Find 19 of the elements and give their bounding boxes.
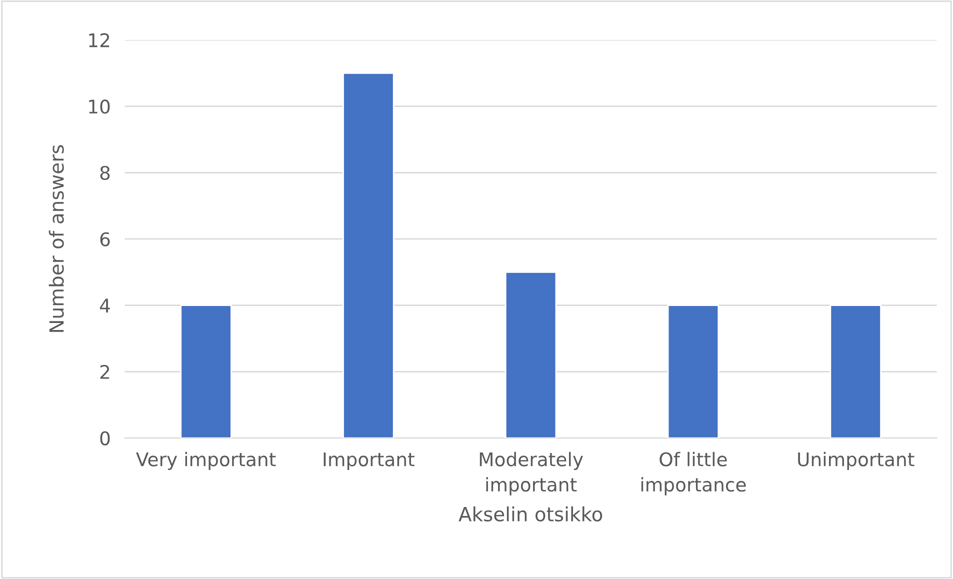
bar [504, 271, 557, 438]
y-axis-title: Number of answers [48, 145, 64, 332]
y-tick-label: 2 [100, 364, 110, 379]
y-tick-label: 12 [89, 33, 110, 48]
y-tick-label: 10 [89, 100, 110, 114]
x-tick-label: Of little importance [641, 452, 746, 496]
x-axis-title: Akselin otsikko [458, 506, 602, 522]
y-tick-label: 6 [100, 232, 110, 246]
x-tick-label: Very important [136, 452, 276, 470]
y-tick-label: 4 [100, 298, 110, 312]
bar [180, 304, 232, 438]
x-tick-label: Moderately important [480, 452, 583, 496]
bar [830, 304, 882, 438]
bar [342, 72, 394, 438]
x-tick-label: Important [324, 452, 414, 470]
y-tick-label: 0 [100, 431, 110, 446]
y-tick-label: 8 [100, 166, 110, 180]
x-tick-label: Unimportant [798, 452, 914, 470]
bar [667, 304, 720, 438]
